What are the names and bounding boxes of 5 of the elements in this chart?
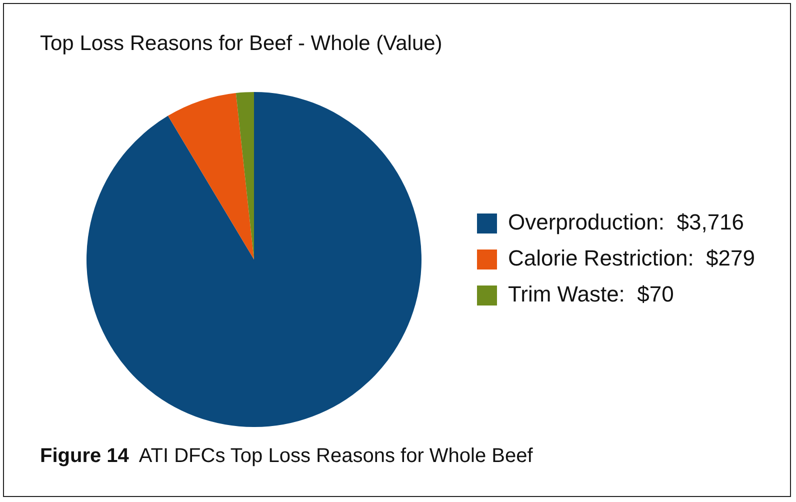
legend-label: Trim Waste: $70: [508, 282, 674, 307]
caption: Figure 14 ATI DFCs Top Loss Reasons for Whole Beef: [40, 445, 533, 468]
chart-title: Top Loss Reasons for Beef - Whole (Value): [40, 32, 442, 56]
legend-label: Calorie Restriction: $279: [508, 246, 756, 271]
legend-label: Overproduction: $3,716: [508, 210, 744, 235]
